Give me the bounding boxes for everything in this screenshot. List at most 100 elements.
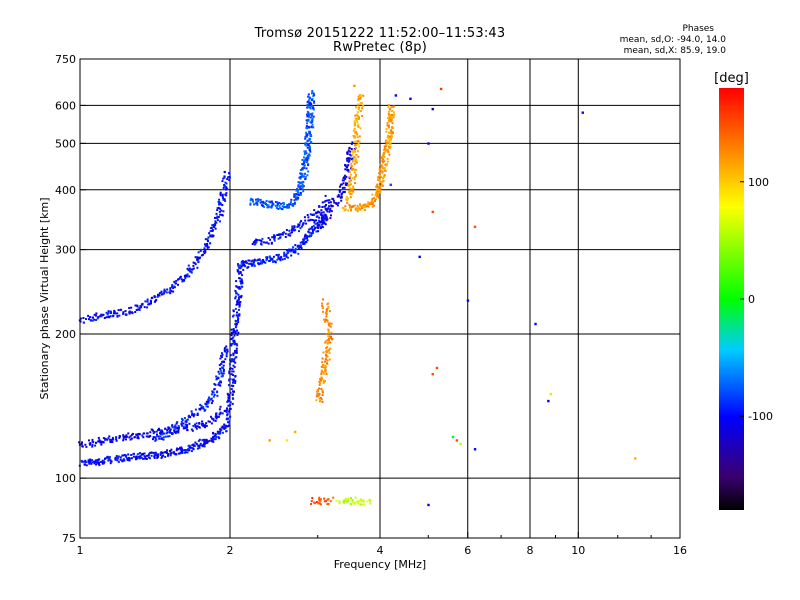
data-point — [148, 457, 151, 460]
data-point — [192, 261, 195, 264]
data-point — [273, 235, 276, 238]
data-point — [386, 135, 389, 138]
data-point — [326, 355, 329, 358]
data-point — [338, 195, 341, 198]
data-point — [306, 122, 309, 125]
data-point — [283, 257, 286, 260]
data-point — [188, 414, 191, 417]
data-point — [228, 408, 231, 410]
data-point — [238, 313, 241, 316]
data-point — [310, 113, 313, 115]
data-point — [229, 358, 231, 361]
data-point — [235, 325, 238, 328]
data-point — [153, 431, 156, 433]
data-point — [386, 157, 389, 160]
data-point — [137, 437, 140, 440]
data-point — [322, 306, 324, 308]
data-point — [277, 234, 280, 236]
data-point — [198, 408, 201, 411]
data-point — [377, 188, 380, 191]
data-point — [186, 451, 189, 454]
data-point — [321, 307, 324, 310]
data-point — [233, 334, 236, 337]
data-point — [235, 291, 237, 294]
data-point — [381, 160, 384, 163]
data-point — [353, 150, 355, 153]
data-point — [356, 204, 359, 207]
data-point — [367, 202, 370, 205]
data-point — [209, 234, 212, 237]
data-point — [307, 155, 310, 158]
data-point — [388, 142, 391, 145]
data-point — [310, 227, 313, 230]
data-point — [330, 336, 332, 338]
data-point — [311, 226, 314, 228]
data-point — [299, 169, 302, 171]
data-point — [188, 275, 191, 278]
data-point — [148, 303, 151, 306]
data-point — [121, 454, 124, 457]
data-point — [261, 262, 264, 265]
data-point — [234, 351, 237, 354]
data-point — [302, 238, 305, 241]
data-point — [115, 455, 118, 458]
data-point — [351, 167, 353, 170]
data-point — [356, 150, 359, 153]
data-point — [83, 463, 86, 466]
data-point — [343, 176, 345, 179]
data-point — [357, 155, 360, 158]
data-point — [157, 435, 160, 438]
data-point — [309, 213, 312, 216]
data-point — [200, 444, 203, 447]
data-point — [338, 189, 341, 192]
data-point — [351, 151, 354, 154]
data-point — [355, 147, 357, 149]
data-point — [155, 454, 158, 457]
data-point — [117, 457, 119, 460]
data-point — [350, 165, 353, 168]
data-point — [354, 496, 357, 499]
data-point — [213, 388, 216, 391]
data-point — [201, 424, 204, 426]
data-point — [128, 457, 131, 460]
data-point — [391, 122, 394, 125]
data-point — [320, 398, 323, 401]
data-point — [324, 358, 327, 361]
data-point — [352, 168, 355, 171]
data-point — [247, 266, 250, 269]
data-point — [150, 302, 152, 305]
data-point — [341, 186, 344, 189]
data-point — [190, 446, 193, 449]
data-point — [218, 203, 220, 206]
data-point — [324, 364, 327, 367]
data-point — [308, 145, 311, 148]
data-point — [226, 407, 228, 410]
data-point — [196, 256, 199, 259]
data-point — [298, 244, 301, 247]
data-point — [143, 452, 146, 455]
data-point — [332, 496, 335, 499]
data-point — [104, 438, 107, 441]
data-point — [237, 286, 240, 289]
data-point — [374, 199, 376, 202]
data-point — [208, 242, 211, 245]
data-point — [349, 502, 352, 505]
data-point — [169, 453, 172, 456]
data-point — [324, 217, 326, 220]
data-point — [226, 414, 229, 417]
data-point — [335, 499, 338, 502]
data-point — [357, 103, 360, 106]
data-point — [329, 310, 331, 313]
data-point — [297, 223, 300, 226]
data-point — [265, 200, 268, 203]
data-point — [147, 435, 150, 438]
data-point — [188, 444, 191, 447]
data-point — [224, 346, 226, 349]
data-point — [159, 435, 162, 438]
data-point — [122, 437, 125, 440]
data-point — [106, 313, 109, 316]
data-point — [204, 424, 207, 427]
data-point — [116, 312, 119, 315]
data-point — [212, 431, 215, 434]
data-point — [123, 459, 126, 462]
